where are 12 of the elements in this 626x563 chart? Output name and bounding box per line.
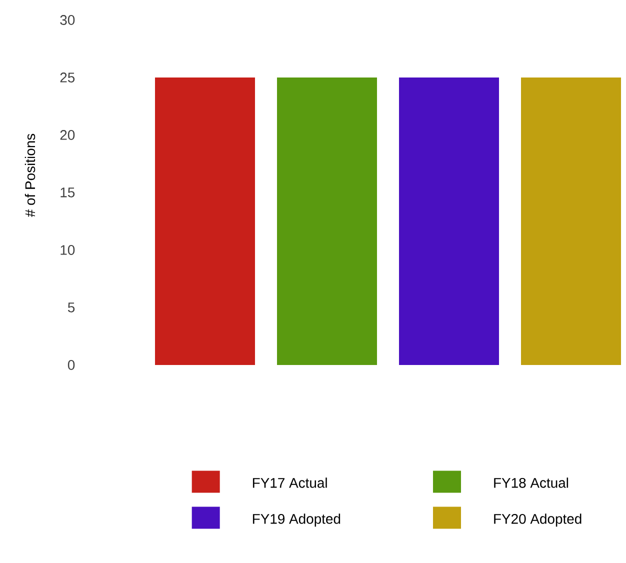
y-tick-label: 15: [60, 188, 75, 198]
y-tick-label: 5: [68, 302, 75, 312]
legend-label: FY17 Actual: [252, 478, 327, 488]
legend-label: FY20 Adopted: [494, 514, 582, 527]
y-axis-title: # of Positions: [24, 134, 36, 218]
y-tick-label: 30: [60, 15, 75, 25]
y-tick-label: 25: [60, 72, 75, 82]
y-tick-label: 20: [60, 130, 75, 140]
y-tick-label: 0: [68, 360, 75, 370]
legend-label: FY18 Actual: [494, 478, 568, 488]
y-tick-label: 10: [60, 245, 75, 255]
legend-label: FY19 Adopted: [252, 514, 340, 527]
